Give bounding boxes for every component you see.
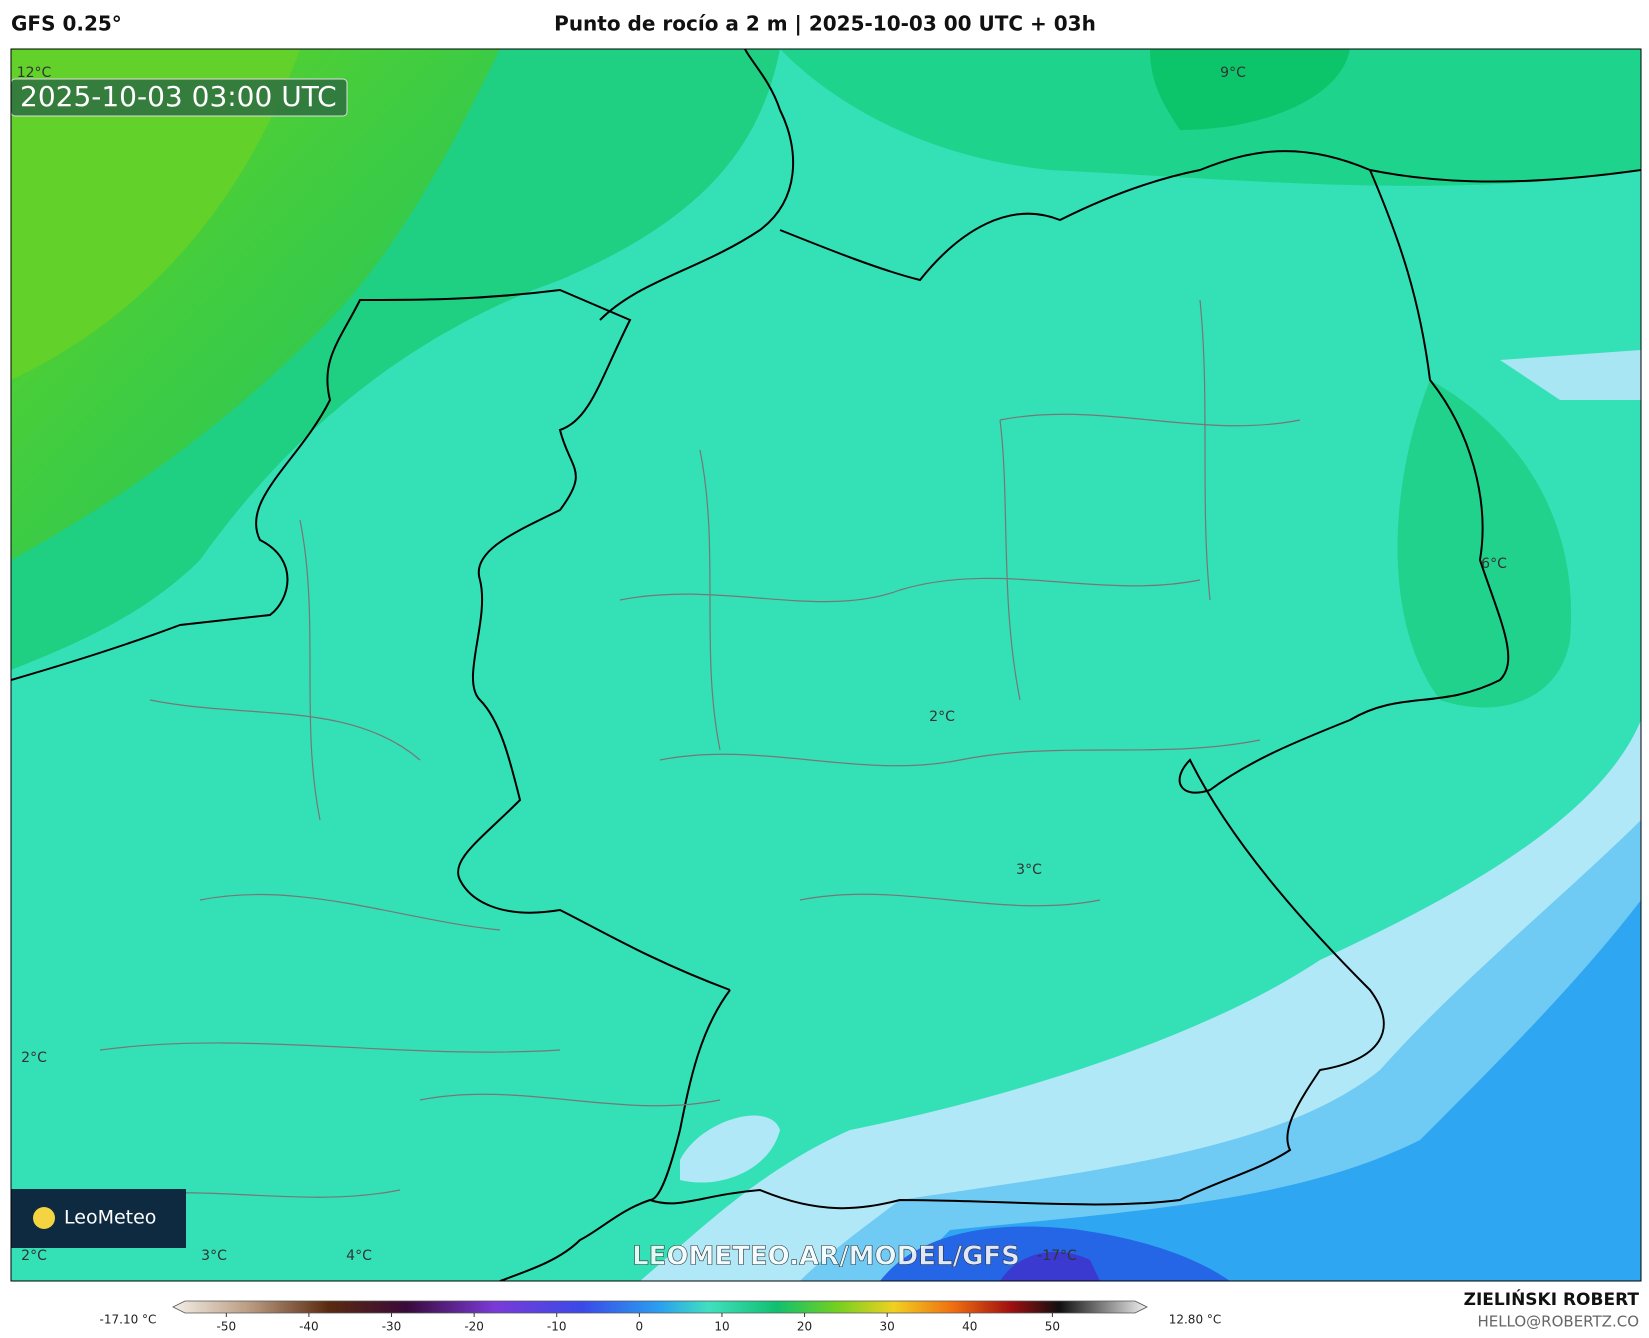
colorbar-tick-label: -10 bbox=[547, 1320, 567, 1334]
title: Punto de rocío a 2 m | 2025-10-03 00 UTC… bbox=[554, 12, 1096, 36]
blue-zone bbox=[1500, 350, 1641, 400]
colorbar-max: 12.80 °C bbox=[1169, 1313, 1222, 1327]
blue-zone bbox=[1000, 1251, 1100, 1281]
colorbar-bar bbox=[172, 1300, 1148, 1314]
green-zone bbox=[11, 49, 300, 380]
contour-label: 12°C bbox=[17, 65, 52, 81]
credit-name: ZIELIŃSKI ROBERT bbox=[1464, 1288, 1640, 1310]
contour-label: 6°C bbox=[1481, 556, 1507, 572]
colorbar-tick-label: 0 bbox=[636, 1320, 644, 1334]
border bbox=[649, 989, 731, 1201]
colorbar-tick-label: 40 bbox=[962, 1320, 977, 1334]
green-zone bbox=[1397, 380, 1572, 708]
timestamp: 2025-10-03 03:00 UTC bbox=[20, 80, 337, 113]
contour-label: 3°C bbox=[201, 1248, 227, 1264]
colorbar-tick-label: 30 bbox=[880, 1320, 895, 1334]
watermark: LEOMETEO.AR/MODEL/GFS bbox=[632, 1242, 1020, 1272]
coastline bbox=[11, 288, 731, 991]
contour-label: -17°C bbox=[1037, 1248, 1077, 1264]
blue-zone bbox=[900, 900, 1641, 1281]
colorbar: -17.10 °C 12.80 °C -50 -40 -30 -20 -10 0 10 20 3… bbox=[100, 1300, 1222, 1334]
colorbar-tick-label: -40 bbox=[299, 1320, 319, 1334]
contour-label: 3°C bbox=[1016, 862, 1042, 878]
colorbar-tick-label: 50 bbox=[1045, 1320, 1060, 1334]
green-zone bbox=[1150, 49, 1350, 130]
coastline bbox=[599, 49, 1641, 321]
colorbar-tick-label: 10 bbox=[714, 1320, 729, 1334]
colorbar-tick-label: -20 bbox=[464, 1320, 484, 1334]
contour-label: 2°C bbox=[21, 1050, 47, 1066]
logo-text: LeoMeteo bbox=[64, 1207, 156, 1229]
blue-zone bbox=[680, 1115, 780, 1183]
border bbox=[499, 169, 1510, 1281]
colorbar-tick-label: -50 bbox=[216, 1320, 236, 1334]
colorbar-min: -17.10 °C bbox=[100, 1313, 157, 1327]
map-frame bbox=[10, 48, 1642, 1282]
colorbar-tick-label: 20 bbox=[797, 1320, 812, 1334]
model-name: GFS 0.25° bbox=[11, 12, 122, 36]
logo-sun bbox=[33, 1207, 55, 1229]
contour-label: 4°C bbox=[346, 1248, 372, 1264]
contour-label: 9°C bbox=[1220, 65, 1246, 81]
contour-label: 2°C bbox=[929, 709, 955, 725]
region-border bbox=[99, 299, 1301, 1201]
colorbar-tick-label: -30 bbox=[382, 1320, 402, 1334]
map: 12°C 9°C 6°C 2°C 3°C 2°C 2°C 3°C 4°C -17… bbox=[11, 49, 1641, 1281]
contour-label: 2°C bbox=[21, 1248, 47, 1264]
credit-email: HELLO@ROBERTZ.CO bbox=[1477, 1313, 1639, 1331]
timestamp-box bbox=[11, 78, 348, 117]
